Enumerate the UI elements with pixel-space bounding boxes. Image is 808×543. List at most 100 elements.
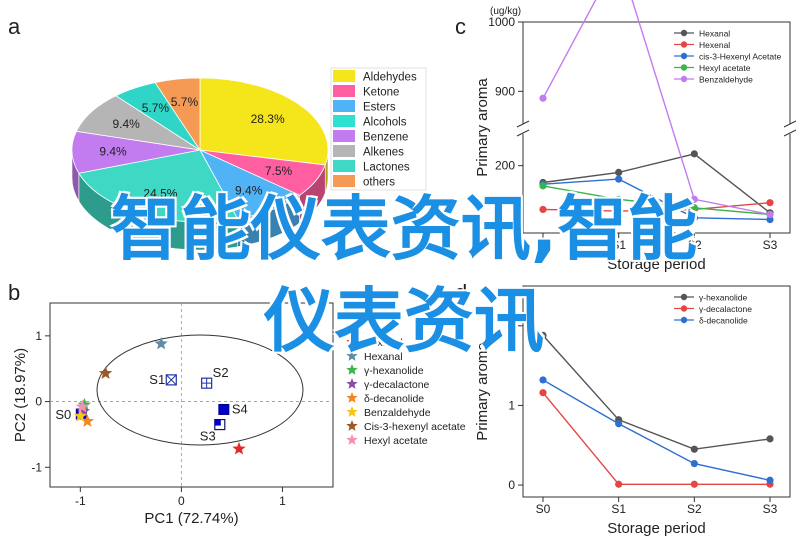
y-tick-label: 1 [35, 329, 42, 343]
legend-label-compound-1: Hexanal [364, 351, 403, 363]
series-1-point-1 [615, 207, 623, 215]
pie-label-lactones: 24.5% [143, 187, 177, 201]
x-axis-label: PC1 (72.74%) [144, 510, 238, 527]
legend-label-1: γ-decalactone [699, 304, 752, 314]
series-1-point-3 [766, 199, 774, 207]
pie-slice-esters [199, 149, 301, 220]
pie-slice-benzene [71, 130, 201, 174]
legend-swatch-others [333, 175, 355, 187]
series-0-point-0 [539, 331, 547, 339]
axis-break-mark [516, 129, 530, 137]
series-3-point-1 [615, 195, 623, 203]
y-axis-label: Primary aroma [474, 342, 491, 441]
compound-star-4 [80, 414, 95, 427]
sample-label-s1: S1 [149, 372, 165, 387]
series-3-point-0 [539, 182, 547, 190]
series-0-point-1 [615, 168, 623, 176]
y-tick-label: 0 [35, 395, 42, 409]
legend-swatch-benzene [333, 130, 355, 142]
pca-plot-frame [49, 302, 334, 488]
legend-star-1 [346, 350, 358, 361]
series-line-2 [542, 178, 771, 221]
legend-marker-1 [680, 41, 688, 48]
legend-marker-0 [680, 293, 688, 301]
series-1-point-2 [690, 480, 698, 488]
legend-marker-1 [680, 305, 688, 312]
series-line-0 [542, 153, 771, 214]
x-tick-label: S1 [611, 502, 626, 516]
legend-marker-3 [680, 64, 688, 71]
y-tick-label: 1 [508, 398, 515, 412]
x-tick-label: S3 [763, 238, 778, 252]
legend-marker-2 [680, 52, 688, 60]
legend-swatch-ketone [333, 85, 355, 97]
series-0-point-3 [766, 435, 774, 443]
legend-label-others: others [363, 177, 395, 189]
compound-star-6 [98, 366, 113, 379]
legend-label-4: Benzaldehyde [699, 75, 753, 85]
sample-marker-s2-plus [201, 378, 212, 389]
pie-label-esters: 9.4% [235, 184, 263, 198]
unit-label: (ug/kg) [490, 6, 521, 17]
y-tick-label: 2 [508, 319, 515, 333]
confidence-ellipse [96, 334, 304, 446]
legend-swatch-alkenes [333, 145, 355, 157]
pie-chart-panel: 28.3%7.5%9.4%24.5%9.4%9.4%5.7% 5.7%Aldehy… [71, 67, 427, 251]
series-2-point-3 [766, 215, 774, 224]
line-chart-panel-d: S0 S1 S2 S3 0 1 2 Storage period Primary aroma γ-… [474, 285, 791, 537]
y-axis-label: PC2 (18.97%) [12, 348, 29, 442]
legend-label-compound-7: Hexyl acetate [364, 435, 428, 447]
legend-star-0 [346, 336, 358, 347]
x-tick-label: S2 [687, 502, 702, 516]
axis-break-mark [783, 129, 797, 137]
y-tick-label: 200 [495, 159, 515, 173]
legend-label-3: Hexyl acetate [699, 63, 751, 73]
y-tick-label: -1 [31, 460, 42, 474]
x-tick-label: S0 [536, 502, 551, 516]
x-tick-label: -1 [75, 494, 86, 508]
y-axis-label: Primary aroma [474, 78, 491, 177]
legend-marker-4 [680, 75, 688, 83]
pie-slice-aldehydes [199, 77, 329, 166]
legend-swatch-lactones [333, 160, 355, 172]
pie-label-ketone: 7.5% [265, 164, 293, 178]
legend-label-0: γ-hexanolide [699, 293, 747, 303]
legend-star-5 [346, 406, 358, 417]
legend-label-1: Hexenal [699, 40, 730, 50]
series-line-3 [542, 185, 771, 216]
series-4-point-0 [539, 94, 547, 102]
pie-slice-others [154, 77, 201, 152]
x-tick-label: S1 [611, 238, 626, 252]
legend-swatch-aldehydes [333, 70, 355, 82]
sample-marker-s3-fill [214, 419, 221, 426]
series-line-0 [542, 334, 771, 450]
axis-break-mark [516, 120, 530, 128]
sample-label-s2: S2 [213, 365, 229, 380]
legend-label-lactones: Lactones [363, 162, 410, 174]
x-tick-label: 1 [279, 494, 286, 508]
legend-label-esters: Esters [363, 102, 396, 114]
pca-scatter-panel: -1 0 1 1 0 -1 PC1 (72.74%) PC2 (18.97%) S0 S1 S2 S3… [12, 302, 466, 527]
series-2-point-0 [539, 376, 547, 384]
y-tick-label: 1000 [488, 15, 515, 29]
legend-label-compound-0: Hexanol [364, 337, 403, 349]
pie-label-aldehydes: 28.3% [251, 112, 285, 126]
axis-break-mark [783, 120, 797, 128]
legend-star-2 [346, 364, 358, 375]
sample-marker-s1 [165, 374, 177, 386]
axis-break-gap [517, 124, 796, 134]
legend-star-3 [346, 378, 358, 389]
x-tick-label: S2 [687, 238, 702, 252]
series-4-point-3 [766, 210, 774, 219]
legend-swatch-alcohols [333, 115, 355, 127]
legend-label-2: δ-decanolide [699, 316, 748, 326]
series-3-point-2 [690, 204, 698, 212]
series-1-point-1 [615, 480, 623, 488]
sample-marker-s4 [218, 403, 230, 415]
series-2-point-1 [615, 420, 623, 428]
y-tick-label: 900 [495, 84, 515, 98]
compound-star-1 [154, 336, 168, 350]
compound-star-0 [232, 441, 246, 455]
x-tick-label: S3 [763, 502, 778, 516]
pie-slice-lactones [78, 149, 239, 223]
